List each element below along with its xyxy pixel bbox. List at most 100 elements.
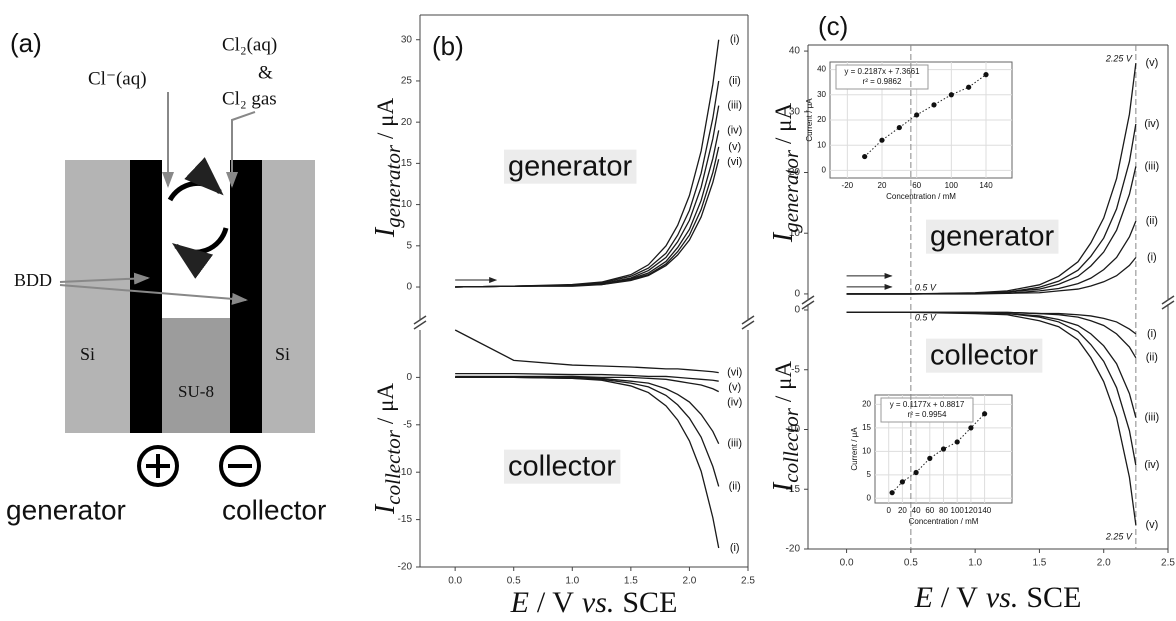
y-label-unit: / μA bbox=[771, 102, 796, 143]
y-tick-label: 0 bbox=[406, 282, 412, 293]
inset-y-tick-label: 40 bbox=[817, 65, 826, 74]
inset-r2: r² = 0.9954 bbox=[908, 410, 947, 419]
curve bbox=[455, 105, 720, 288]
reference-label: 0.5 V bbox=[915, 312, 937, 322]
legend-label: (iii) bbox=[1145, 160, 1160, 172]
inset-fit-line bbox=[891, 413, 985, 494]
curve bbox=[455, 375, 719, 393]
legend-label: (i) bbox=[730, 542, 740, 554]
curve bbox=[455, 39, 720, 288]
y-label-subscript: collector bbox=[381, 429, 405, 504]
legend-label: (i) bbox=[1147, 251, 1157, 263]
redox-cycle bbox=[171, 227, 229, 279]
axis-break bbox=[413, 315, 427, 325]
inset-x-tick-label: 60 bbox=[912, 181, 921, 190]
inset-x-tick-label: 0 bbox=[886, 506, 891, 515]
x-label-part: vs. bbox=[582, 586, 615, 619]
annotation: collector bbox=[930, 340, 1038, 372]
inset-point bbox=[899, 479, 906, 485]
plus-sign bbox=[146, 454, 170, 478]
y-tick-label: 0 bbox=[794, 289, 800, 300]
x-tick-label: 1.0 bbox=[565, 576, 579, 587]
legend-label: (iii) bbox=[1145, 411, 1160, 423]
y-tick-label: -10 bbox=[786, 424, 801, 435]
annotation: collector bbox=[508, 451, 616, 483]
curve bbox=[455, 80, 720, 288]
y-tick-label: 20 bbox=[401, 117, 413, 128]
inset-y-tick-label: 15 bbox=[862, 423, 871, 432]
inset-y-tick-label: 10 bbox=[817, 140, 826, 149]
electrode bbox=[230, 160, 262, 433]
inset-y-tick-label: 0 bbox=[867, 493, 872, 502]
inset-point bbox=[954, 439, 960, 445]
curve bbox=[455, 376, 720, 487]
axis-break bbox=[801, 295, 815, 305]
legend-label: (v) bbox=[1145, 57, 1158, 69]
inset-x-tick-label: -20 bbox=[842, 181, 854, 190]
y-tick-label: -15 bbox=[786, 484, 801, 495]
x-tick-label: 0.0 bbox=[840, 558, 854, 569]
legend-label: (i) bbox=[1147, 328, 1157, 340]
legend-label: (iv) bbox=[727, 124, 742, 136]
x-label-part: SCE bbox=[622, 586, 677, 619]
legend-label: (vi) bbox=[727, 156, 742, 168]
x-tick-label: 0.5 bbox=[507, 576, 521, 587]
y-tick-label: -15 bbox=[398, 514, 413, 525]
panel-label: (a) bbox=[10, 28, 42, 58]
spacer-label: SU-8 bbox=[178, 382, 214, 401]
y-tick-label: 30 bbox=[401, 34, 413, 45]
su8 bbox=[162, 318, 230, 433]
y-tick-label: -5 bbox=[403, 419, 412, 430]
inset-equation: y = 0.2187x + 7.3661 bbox=[844, 67, 920, 76]
inset-x-tick-label: 100 bbox=[945, 181, 959, 190]
inset-y-tick-label: 20 bbox=[817, 115, 826, 124]
legend-label: (ii) bbox=[729, 480, 741, 492]
inset-x-tick-label: 140 bbox=[978, 506, 992, 515]
species: & bbox=[258, 62, 273, 83]
y-label-unit: / μA bbox=[373, 383, 398, 424]
redox-cycle bbox=[167, 157, 224, 202]
inset-point bbox=[966, 84, 972, 90]
inset-x-label: Concentration / mM bbox=[909, 517, 979, 526]
curve bbox=[846, 63, 1137, 295]
x-tick-label: 1.5 bbox=[1032, 558, 1046, 569]
x-tick-label: 2.5 bbox=[741, 576, 755, 587]
curve bbox=[455, 159, 720, 288]
inset-point bbox=[896, 124, 902, 131]
arrow bbox=[59, 284, 248, 305]
y-label-subscript: generator bbox=[779, 149, 803, 233]
annotation: generator bbox=[508, 151, 632, 183]
inset-point bbox=[879, 137, 885, 143]
inset-x-tick-label: 60 bbox=[925, 506, 934, 515]
inset-y-tick-label: 30 bbox=[817, 90, 826, 99]
x-label-part: / V bbox=[537, 586, 574, 619]
legend-label: (iv) bbox=[727, 397, 742, 409]
x-tick-label: 2.0 bbox=[682, 576, 696, 587]
y-axis-label: Icollector / μA bbox=[768, 361, 802, 493]
legend-label: (vi) bbox=[727, 367, 742, 379]
y-tick-label: 5 bbox=[406, 240, 412, 251]
y-axis-label: Icollector / μA bbox=[370, 383, 404, 515]
axis-break bbox=[413, 320, 427, 330]
x-tick-label: 1.0 bbox=[968, 558, 982, 569]
species: Cl₂(aq) bbox=[222, 34, 277, 55]
species: Cl⁻(aq) bbox=[88, 68, 147, 89]
y-tick-label: -20 bbox=[398, 562, 413, 573]
x-tick-label: 2.0 bbox=[1097, 558, 1111, 569]
inset-point bbox=[927, 455, 933, 461]
substrate-label: Si bbox=[80, 344, 95, 364]
axis-break bbox=[741, 315, 755, 325]
inset-r2: r² = 0.9862 bbox=[863, 77, 902, 86]
inset-equation-box bbox=[880, 397, 974, 423]
panel-label: (b) bbox=[432, 31, 464, 61]
inset-point bbox=[889, 490, 895, 496]
legend-label: (v) bbox=[1145, 519, 1158, 531]
reference-label: 2.25 V bbox=[1105, 53, 1133, 63]
y-axis-label: Igenerator / μA bbox=[768, 102, 802, 243]
reference-label: 2.25 V bbox=[1105, 531, 1133, 541]
axis-break bbox=[1161, 295, 1175, 305]
y-axis-label: Igenerator / μA bbox=[370, 97, 404, 238]
legend-label: (iv) bbox=[1144, 118, 1159, 130]
